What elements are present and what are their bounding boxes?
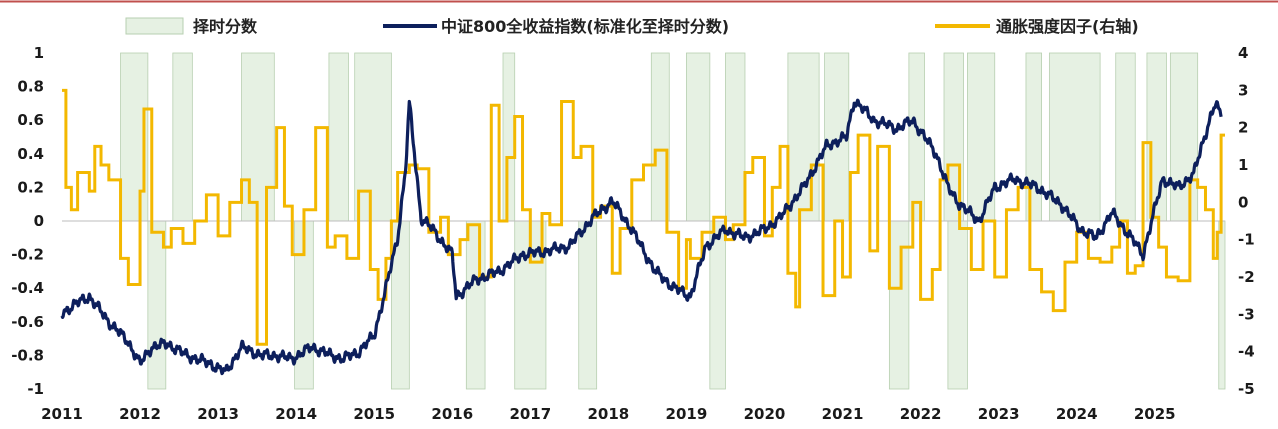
x-tick-label: 2022 [900, 405, 942, 423]
timing-bar-13 [686, 52, 711, 222]
legend-swatch-timing [125, 17, 184, 35]
x-tick-label: 2021 [822, 405, 864, 423]
y-axis-left: 1 0.8 0.6 0.4 0.2 0 -0.2 -0.4 -0.6 -0.8 -1 [11, 44, 44, 398]
timing-bar-28 [1218, 220, 1226, 390]
y-right-tick-label: 0 [1238, 193, 1248, 211]
index-line [60, 98, 1223, 376]
x-tick-label: 2017 [509, 405, 551, 423]
y-right-tick-label: -5 [1238, 380, 1255, 398]
timing-bar-19 [908, 52, 925, 222]
timing-bar-24 [1048, 52, 1101, 222]
timing-bar-6 [354, 52, 392, 222]
legend: 择时分数 中证800全收益指数(标准化至择时分数) 通胀强度因子(右轴) [125, 17, 1139, 36]
timing-bar-8 [465, 220, 486, 390]
legend-label-index: 中证800全收益指数(标准化至择时分数) [441, 17, 729, 36]
timing-bar-14 [709, 220, 726, 390]
legend-label-inflation: 通胀强度因子(右轴) [996, 17, 1139, 36]
y-left-tick-label: 0.6 [17, 111, 44, 129]
y-right-tick-label: -4 [1238, 343, 1255, 361]
y-right-tick-label: 2 [1238, 119, 1248, 137]
y-left-tick-label: -0.4 [11, 279, 44, 297]
x-tick-label: 2024 [1056, 405, 1098, 423]
timing-bar-15 [725, 52, 746, 222]
y-left-tick-label: 0.8 [17, 78, 44, 96]
x-tick-label: 2012 [119, 405, 161, 423]
x-tick-label: 2013 [197, 405, 239, 423]
x-tick-label: 2015 [353, 405, 395, 423]
y-right-tick-label: 1 [1238, 156, 1248, 174]
timing-bar-9 [502, 52, 516, 222]
y-axis-right: 4 3 2 1 0 -1 -2 -3 -4 -5 [1238, 44, 1255, 398]
y-right-tick-label: 3 [1238, 81, 1248, 99]
y-right-tick-label: -3 [1238, 305, 1255, 323]
timing-bar-21 [947, 220, 968, 390]
x-axis: 2011 2012 2013 2014 2015 2016 2017 2018 2019 2020… [41, 405, 1176, 423]
x-tick-label: 2019 [666, 405, 708, 423]
y-left-tick-label: 0 [34, 212, 44, 230]
timing-bar-23 [1025, 52, 1042, 222]
y-right-tick-label: -2 [1238, 268, 1255, 286]
timing-bar-2 [172, 52, 193, 222]
x-tick-label: 2014 [275, 405, 317, 423]
inflation-line [62, 88, 1225, 346]
inflation-series [62, 88, 1225, 346]
x-tick-label: 2016 [431, 405, 473, 423]
y-left-tick-label: 1 [34, 44, 44, 62]
timing-bar-5 [328, 52, 349, 222]
y-left-tick-label: 0.2 [17, 178, 44, 196]
x-tick-label: 2023 [978, 405, 1020, 423]
x-tick-label: 2011 [41, 405, 83, 423]
y-right-tick-label: 4 [1238, 44, 1248, 62]
timing-bar-27 [1169, 52, 1199, 222]
y-right-tick-label: -1 [1238, 231, 1255, 249]
timing-bar-3 [241, 52, 275, 222]
x-tick-label: 2018 [588, 405, 630, 423]
y-left-tick-label: -0.6 [11, 313, 44, 331]
x-tick-label: 2025 [1134, 405, 1176, 423]
y-left-tick-label: -0.8 [11, 346, 44, 364]
x-tick-label: 2020 [744, 405, 786, 423]
y-left-tick-label: -0.2 [11, 246, 44, 264]
timing-bar-11 [578, 220, 598, 390]
timing-bar-16 [787, 52, 820, 222]
index-series [60, 98, 1223, 376]
timing-bar-25 [1115, 52, 1136, 222]
y-left-tick-label: 0.4 [17, 145, 44, 163]
y-left-tick-label: -1 [27, 380, 44, 398]
legend-label-timing: 择时分数 [193, 17, 258, 36]
